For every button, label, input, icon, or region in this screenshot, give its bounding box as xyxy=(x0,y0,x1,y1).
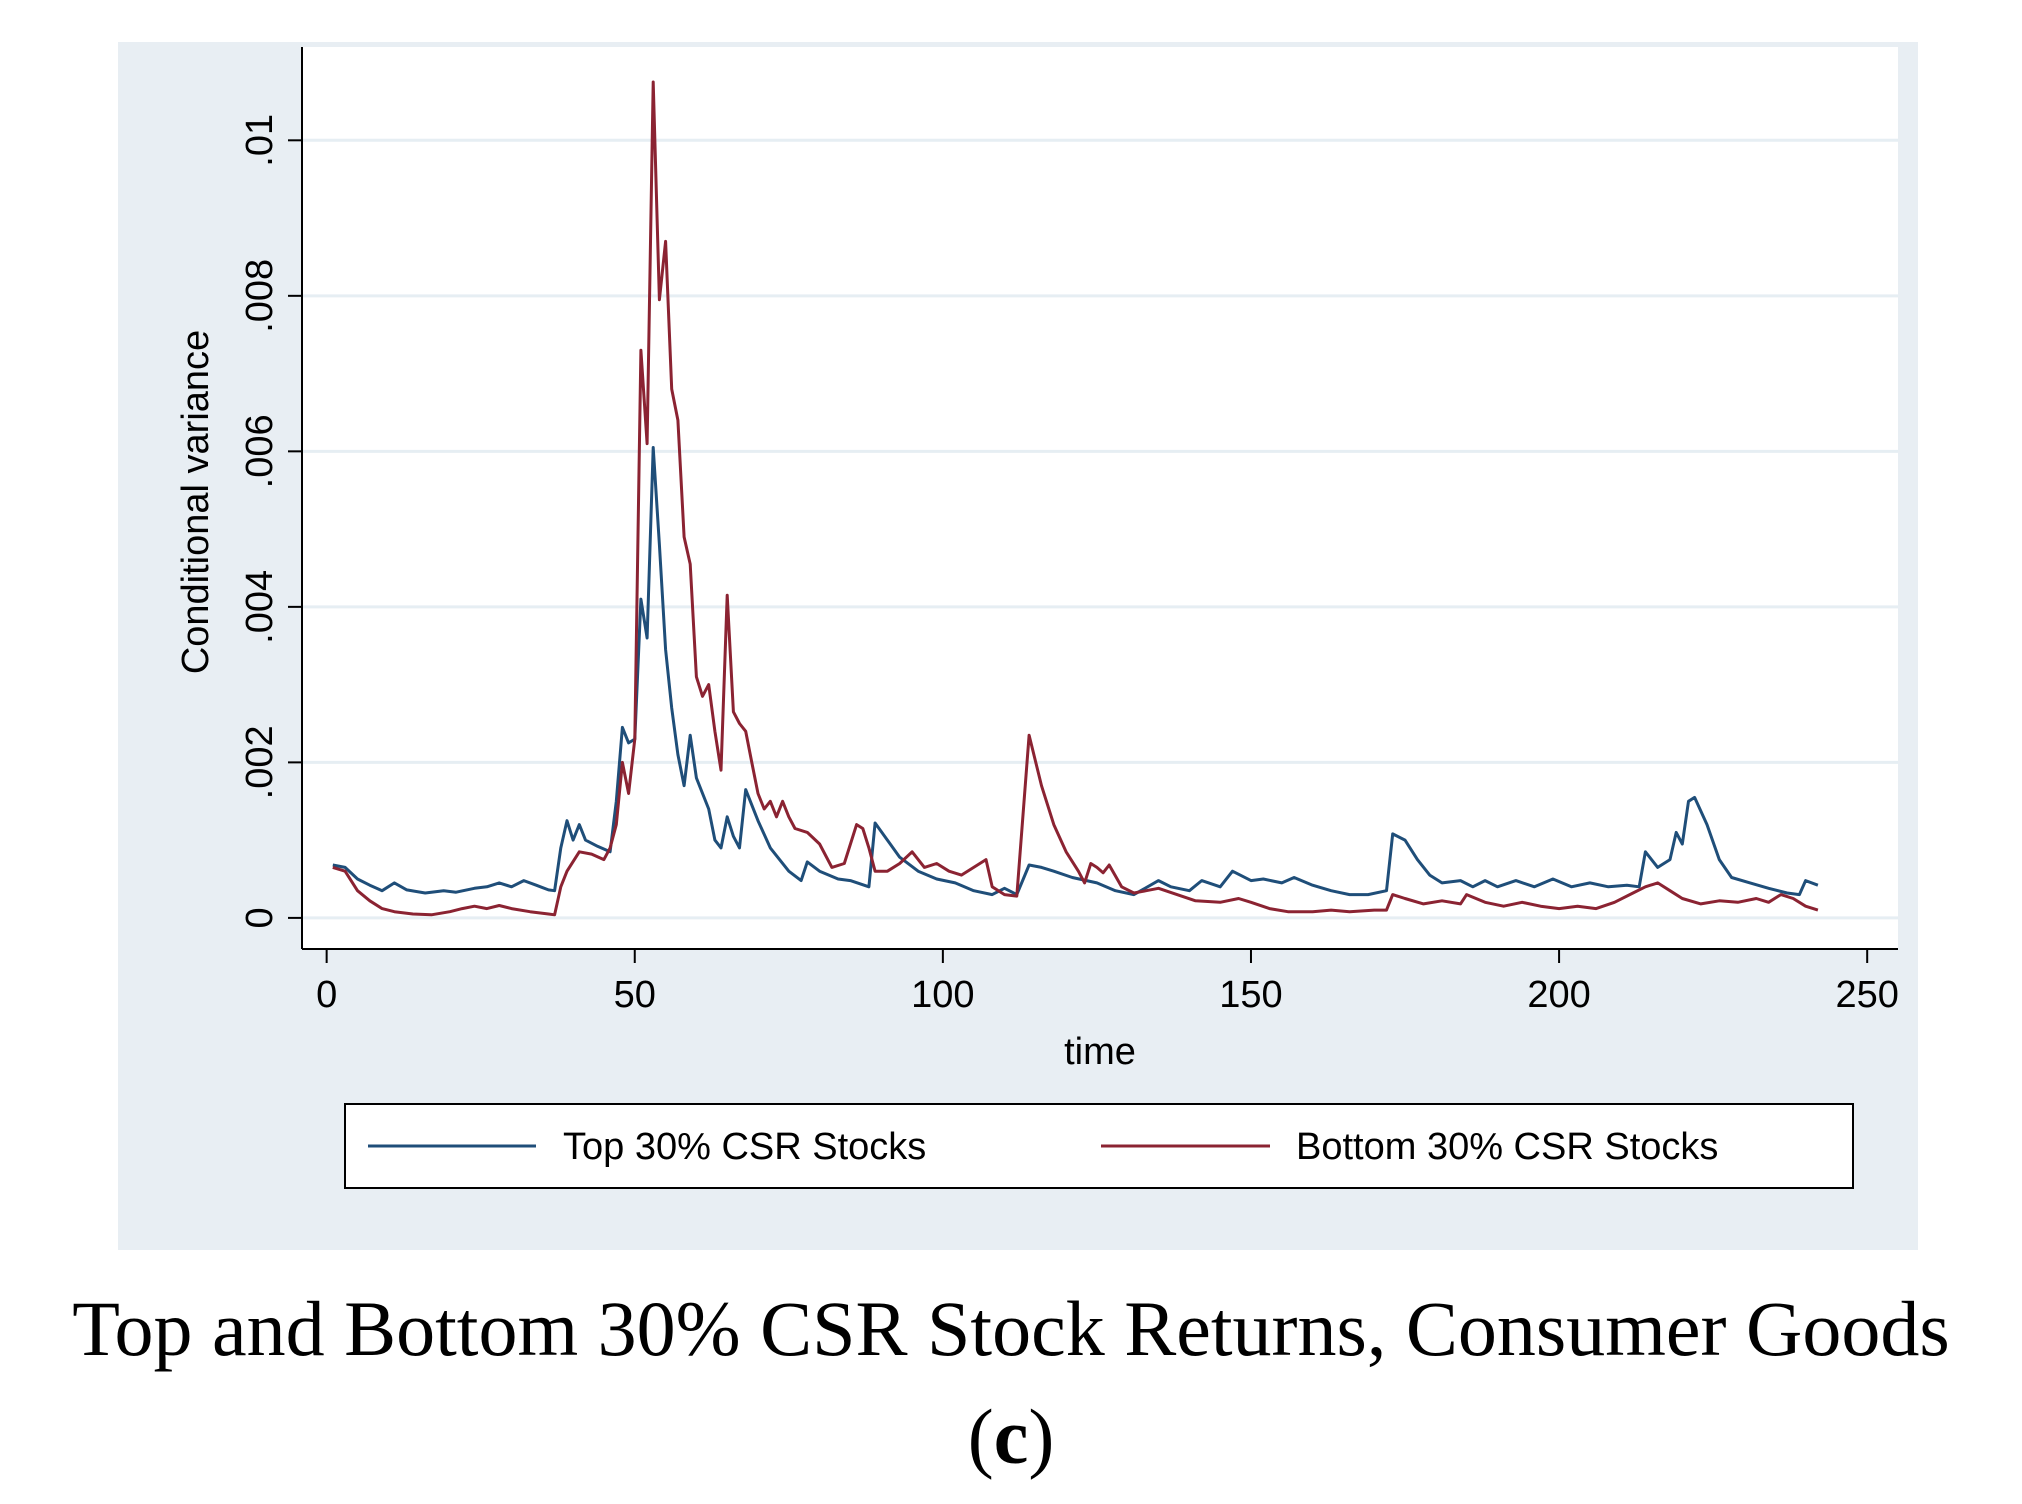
plot-background xyxy=(302,47,1898,949)
y-tick-label: .002 xyxy=(239,725,281,799)
subfigure-label-open: ( xyxy=(967,1393,994,1480)
x-ticks: 0 50 100 150 200 250 xyxy=(316,949,1899,1016)
subfigure-label: (c) xyxy=(0,1392,2022,1482)
subfigure-label-letter: c xyxy=(993,1393,1029,1480)
figure-panel: 0 .002 .004 .006 .008 .01 0 50 100 150 200 250 Con… xyxy=(118,42,1918,1250)
y-tick-label: .004 xyxy=(239,570,281,644)
x-tick-label: 100 xyxy=(911,974,974,1016)
y-tick-label: .01 xyxy=(239,114,281,167)
x-axis-label: time xyxy=(1064,1031,1136,1073)
x-tick-label: 0 xyxy=(316,974,337,1016)
x-tick-label: 250 xyxy=(1835,974,1898,1016)
series-line-top-30 xyxy=(332,446,1819,897)
figure-caption: Top and Bottom 30% CSR Stock Returns, Co… xyxy=(72,1285,1950,1372)
y-ticks: 0 .002 .004 .006 .008 .01 xyxy=(239,114,302,928)
legend-box xyxy=(344,1103,1854,1189)
x-tick-label: 200 xyxy=(1527,974,1590,1016)
grid-lines xyxy=(302,138,1898,920)
x-tick-label: 150 xyxy=(1219,974,1282,1016)
y-tick-label: .008 xyxy=(239,259,281,333)
y-tick-label: .006 xyxy=(239,414,281,488)
chart: 0 .002 .004 .006 .008 .01 0 50 100 150 200 250 Con… xyxy=(175,47,1899,1189)
legend-label-bottom: Bottom 30% CSR Stocks xyxy=(1296,1126,1718,1168)
x-tick-label: 50 xyxy=(614,974,656,1016)
y-tick-label: 0 xyxy=(239,907,281,928)
legend-label-top: Top 30% CSR Stocks xyxy=(563,1126,926,1168)
subfigure-label-close: ) xyxy=(1028,1393,1055,1480)
series-line-bottom-30 xyxy=(332,80,1819,917)
y-axis-label: Conditional variance xyxy=(175,330,217,674)
legend: Top 30% CSR Stocks Bottom 30% CSR Stocks xyxy=(344,1103,1854,1189)
series xyxy=(332,80,1819,917)
